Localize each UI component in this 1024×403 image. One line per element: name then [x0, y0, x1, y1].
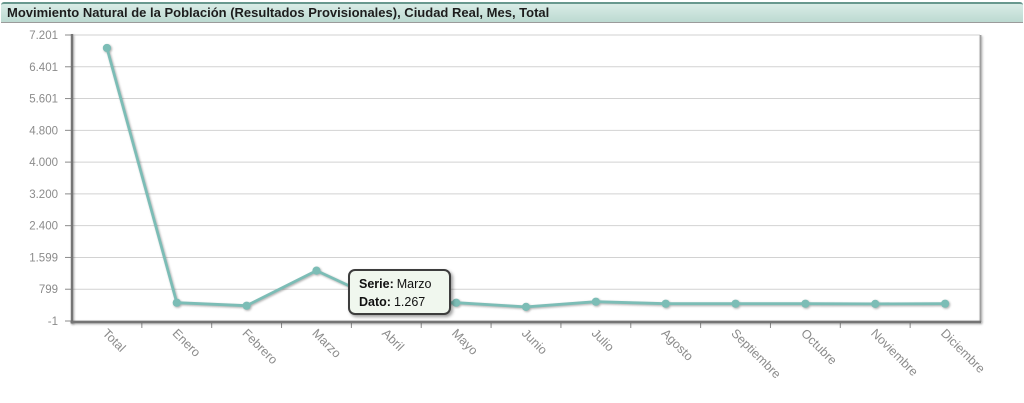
- x-axis-label: Noviembre: [868, 326, 921, 379]
- tooltip-dato-label: Dato:: [359, 295, 391, 309]
- data-point-agosto[interactable]: [661, 299, 670, 308]
- title-bar: Movimiento Natural de la Población (Resu…: [1, 2, 1023, 23]
- tooltip-serie-row: Serie: Marzo: [359, 275, 449, 293]
- data-point-diciembre[interactable]: [940, 299, 950, 308]
- y-axis-label: 5.601: [29, 94, 58, 106]
- data-point-marzo[interactable]: [312, 266, 321, 275]
- x-axis-label: Enero: [170, 326, 204, 360]
- y-axis-label: -1: [48, 316, 58, 328]
- data-point-enero[interactable]: [172, 298, 181, 307]
- y-axis-label: 3.200: [29, 189, 58, 201]
- data-point-febrero[interactable]: [242, 301, 251, 310]
- data-point-julio[interactable]: [591, 297, 600, 306]
- tooltip-dato-row: Dato: 1.267: [359, 293, 449, 311]
- x-axis-label: Febrero: [239, 326, 280, 367]
- data-series: [102, 43, 950, 311]
- chart-canvas[interactable]: 7.201 6.401 5.601 4.800 4.000 3.200 2.400 1.599…: [0, 28, 1024, 403]
- data-point-octubre[interactable]: [801, 299, 810, 308]
- x-axis-label: Abril: [379, 326, 407, 354]
- x-axis-label: Octubre: [798, 326, 839, 367]
- y-axis-label: 4.000: [29, 157, 58, 169]
- x-axis-label: Marzo: [309, 326, 343, 360]
- x-axis-label: Junio: [519, 326, 550, 357]
- x-axis-label: Mayo: [449, 326, 481, 358]
- y-axis-label: 7.201: [29, 30, 58, 42]
- y-axis-label: 4.800: [29, 125, 58, 137]
- chart-region: 7.201 6.401 5.601 4.800 4.000 3.200 2.400 1.599…: [0, 28, 1024, 403]
- x-axis-label: Agosto: [659, 326, 696, 363]
- y-axis-label: 1.599: [29, 252, 58, 264]
- y-axis-label: 799: [39, 284, 58, 296]
- tooltip-dato-value: 1.267: [393, 295, 426, 309]
- y-axis-label: 6.401: [29, 62, 58, 74]
- y-axis-label: 2.400: [29, 221, 58, 233]
- chart-title: Movimiento Natural de la Población (Resu…: [7, 5, 550, 20]
- x-axis-label: Total: [100, 326, 129, 355]
- tooltip-serie-value: Marzo: [396, 277, 432, 291]
- data-point-junio[interactable]: [521, 302, 531, 311]
- data-point-total[interactable]: [102, 43, 112, 53]
- data-point-septiembre[interactable]: [731, 299, 740, 308]
- series-line: [105, 47, 946, 309]
- tooltip-serie-label: Serie:: [359, 277, 394, 291]
- data-point-mayo[interactable]: [452, 298, 461, 307]
- data-point-noviembre[interactable]: [871, 299, 880, 308]
- x-axis-label: Diciembre: [938, 326, 988, 376]
- highlight-tooltip: Serie: Marzo Dato: 1.267: [348, 269, 451, 315]
- x-axis-label: Julio: [589, 326, 617, 354]
- x-axis-label: Septiembre: [728, 326, 783, 381]
